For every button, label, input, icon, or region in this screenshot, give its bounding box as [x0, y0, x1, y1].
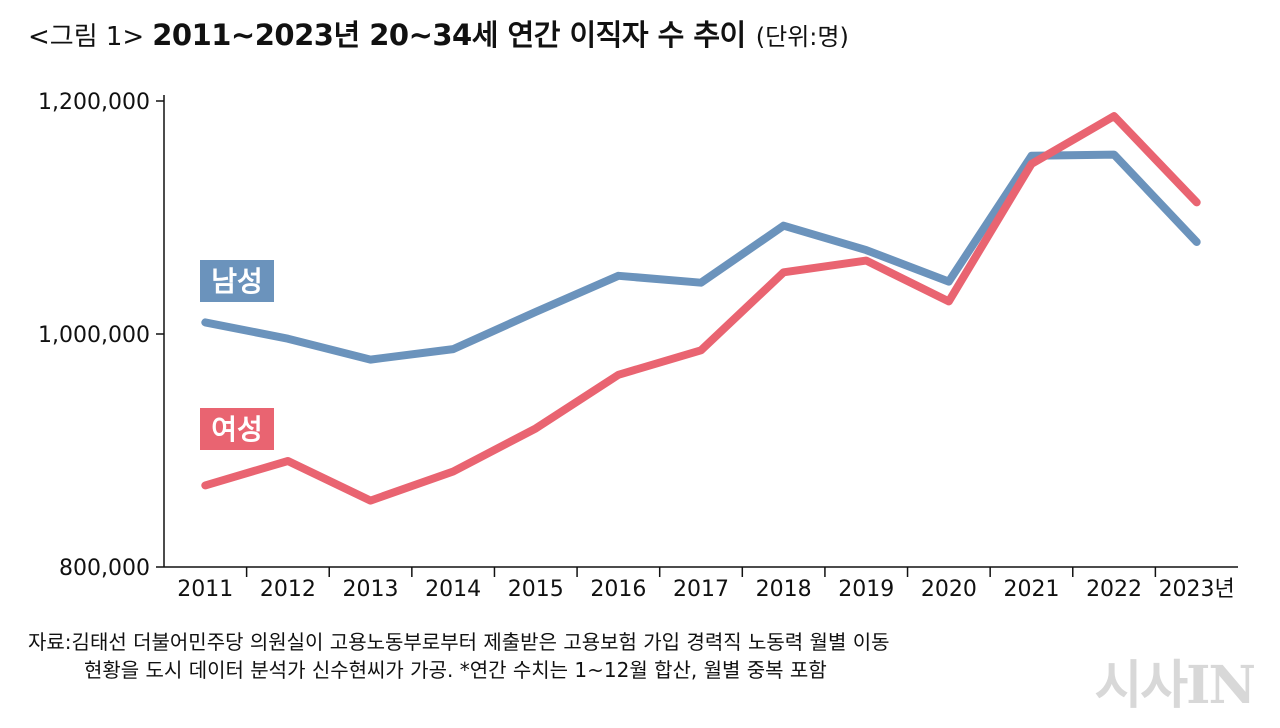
x-tick-label: 2013	[343, 577, 399, 602]
x-tick-label: 2012	[260, 577, 316, 602]
source-note: 자료:김태선 더불어민주당 의원실이 고용노동부로부터 제출받은 고용보험 가입…	[28, 628, 1078, 684]
x-tick-label: 2017	[673, 577, 729, 602]
line-chart: 800,000 1,000,000 1,200,000 2011 2012 2013 201…	[38, 90, 1238, 602]
series-label-box-1	[200, 260, 274, 302]
source-line-1: 자료:김태선 더불어민주당 의원실이 고용노동부로부터 제출받은 고용보험 가입…	[28, 630, 890, 654]
x-tick-label: 2019	[838, 577, 894, 602]
x-tick-label: 2023년	[1159, 577, 1235, 602]
x-tick-label: 2020	[921, 577, 977, 602]
figure-number: <그림 1>	[28, 22, 145, 52]
series-line-1	[201, 150, 1201, 364]
source-line-2: 현황을 도시 데이터 분석가 신수현씨가 가공. *연간 수치는 1~12월 합…	[84, 658, 827, 682]
x-tick-label: 2011	[177, 577, 233, 602]
y-tick-label: 1,000,000	[38, 323, 150, 348]
x-tick-label: 2018	[756, 577, 812, 602]
series-line-2	[201, 112, 1201, 505]
series-label-1: 남성	[211, 265, 263, 298]
x-tick-label: 2022	[1086, 577, 1142, 602]
series-label-box-2	[200, 408, 274, 450]
publisher-watermark: 시사IN	[1094, 655, 1256, 716]
x-tick-label: 2021	[1003, 577, 1059, 602]
chart-title: 2011~2023년 20~34세 연간 이직자 수 추이	[152, 18, 746, 52]
x-tick-label: 2016	[590, 577, 646, 602]
chart-title-row: <그림 1> 2011~2023년 20~34세 연간 이직자 수 추이 (단위…	[28, 12, 849, 56]
x-tick-label: 2014	[425, 577, 481, 602]
x-tick-label: 2015	[508, 577, 564, 602]
chart-unit: (단위:명)	[755, 23, 849, 51]
y-tick-label: 1,200,000	[38, 90, 150, 115]
series-label-2: 여성	[211, 413, 263, 446]
y-tick-label: 800,000	[59, 556, 150, 581]
